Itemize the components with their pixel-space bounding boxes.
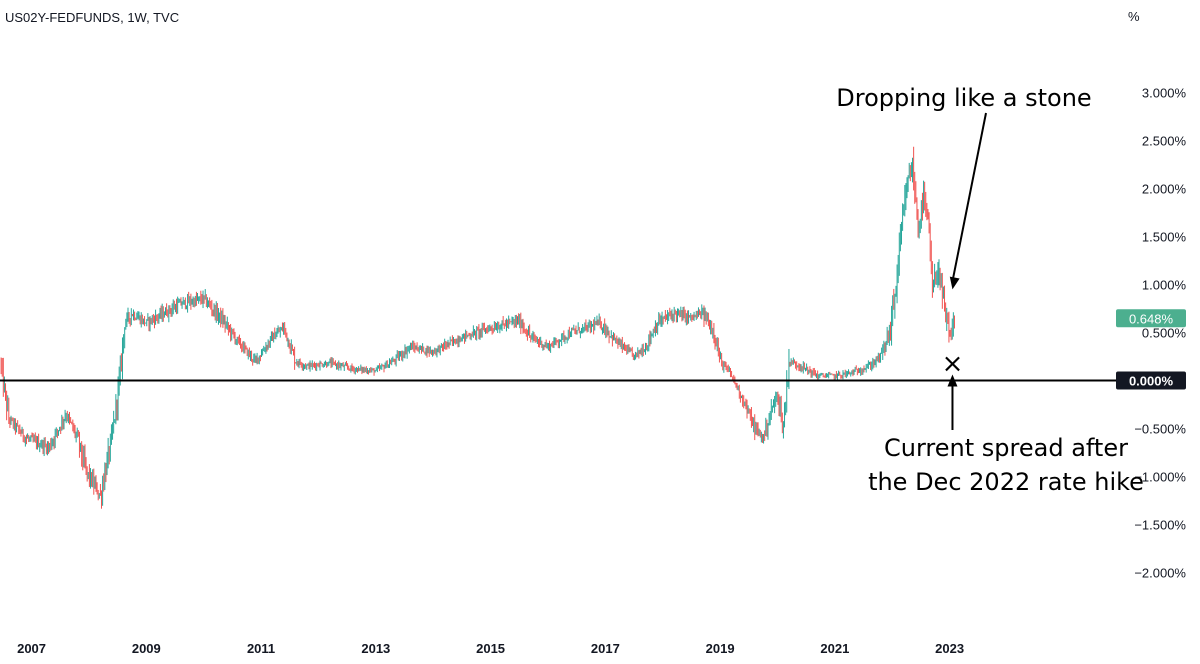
unit-label: % (1128, 9, 1140, 24)
x-tick-label: 2021 (820, 641, 849, 656)
annotation-spread-line2: the Dec 2022 rate hike (868, 468, 1144, 496)
x-tick-label: 2011 (247, 641, 275, 656)
current-spread-marker: × (942, 349, 964, 379)
svg-text:0.648%: 0.648% (1129, 311, 1174, 326)
y-tick-label: 2.000% (1142, 182, 1187, 197)
last-value-label: 0.648% (1116, 309, 1186, 328)
y-tick-label: 1.500% (1142, 230, 1187, 245)
annotation-dropping-arrow (951, 112, 987, 282)
x-tick-label: 2019 (706, 641, 735, 656)
candle-series (0, 146, 955, 509)
annotation-current-spread: Current spread after the Dec 2022 rate h… (868, 349, 1144, 496)
x-tick-label: 2007 (17, 641, 46, 656)
annotation-dropping: Dropping like a stone (836, 84, 1092, 290)
y-axis: 3.000% 2.500% 2.000% 1.500% 1.000% 0.500% −0.5… (1134, 86, 1186, 581)
y-tick-label: 2.500% (1142, 134, 1187, 149)
chart-title: US02Y-FEDFUNDS, 1W, TVC (5, 10, 179, 25)
svg-text:0.000%: 0.000% (1129, 373, 1174, 388)
y-tick-label: −2.000% (1134, 565, 1186, 580)
x-tick-label: 2023 (935, 641, 964, 656)
annotation-spread-line1: Current spread after (884, 434, 1128, 462)
x-tick-label: 2017 (591, 641, 620, 656)
y-tick-label: 1.000% (1142, 278, 1187, 293)
x-axis: 2007 2009 2011 2013 2015 2017 2019 2021 2023 (17, 641, 964, 656)
y-tick-label: −0.500% (1134, 421, 1186, 436)
x-tick-label: 2013 (361, 641, 390, 656)
annotation-dropping-text: Dropping like a stone (836, 84, 1091, 112)
zero-line-label: 0.000% (1116, 371, 1186, 390)
x-tick-label: 2009 (132, 641, 161, 656)
y-tick-label: −1.500% (1134, 517, 1186, 532)
annotation-dropping-arrowhead (949, 276, 960, 290)
y-tick-label: −1.000% (1134, 469, 1186, 484)
y-tick-label: 3.000% (1142, 86, 1187, 101)
annotation-spread-arrowhead (947, 374, 958, 387)
x-tick-label: 2015 (476, 641, 505, 656)
y-tick-label: 0.500% (1142, 326, 1187, 341)
